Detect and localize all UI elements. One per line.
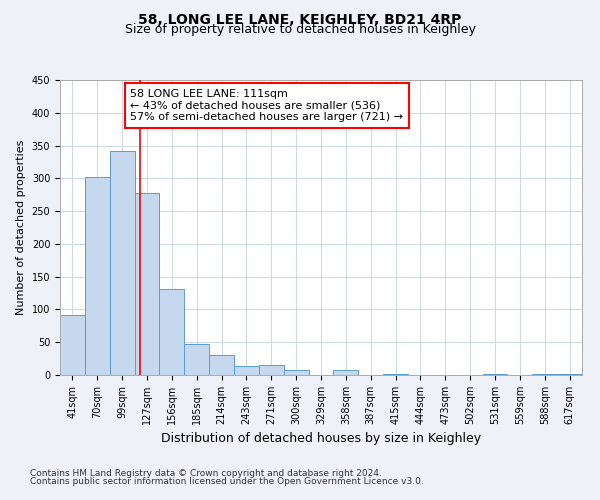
- Bar: [234, 366, 259, 375]
- Text: Contains HM Land Registry data © Crown copyright and database right 2024.: Contains HM Land Registry data © Crown c…: [30, 468, 382, 477]
- Bar: [160, 289, 184, 375]
- Text: Size of property relative to detached houses in Keighley: Size of property relative to detached ho…: [125, 22, 475, 36]
- Y-axis label: Number of detached properties: Number of detached properties: [16, 140, 26, 315]
- Bar: [334, 370, 358, 375]
- Bar: [85, 177, 110, 375]
- Text: 58 LONG LEE LANE: 111sqm
← 43% of detached houses are smaller (536)
57% of semi-: 58 LONG LEE LANE: 111sqm ← 43% of detach…: [130, 89, 403, 122]
- Bar: [60, 314, 85, 375]
- Bar: [532, 374, 557, 375]
- Bar: [383, 374, 408, 375]
- Bar: [110, 152, 134, 375]
- Bar: [284, 370, 308, 375]
- Bar: [557, 374, 582, 375]
- Bar: [209, 356, 234, 375]
- Text: Contains public sector information licensed under the Open Government Licence v3: Contains public sector information licen…: [30, 477, 424, 486]
- Bar: [482, 374, 508, 375]
- Bar: [134, 193, 160, 375]
- Bar: [259, 365, 284, 375]
- X-axis label: Distribution of detached houses by size in Keighley: Distribution of detached houses by size …: [161, 432, 481, 446]
- Bar: [184, 344, 209, 375]
- Text: 58, LONG LEE LANE, KEIGHLEY, BD21 4RP: 58, LONG LEE LANE, KEIGHLEY, BD21 4RP: [139, 12, 461, 26]
